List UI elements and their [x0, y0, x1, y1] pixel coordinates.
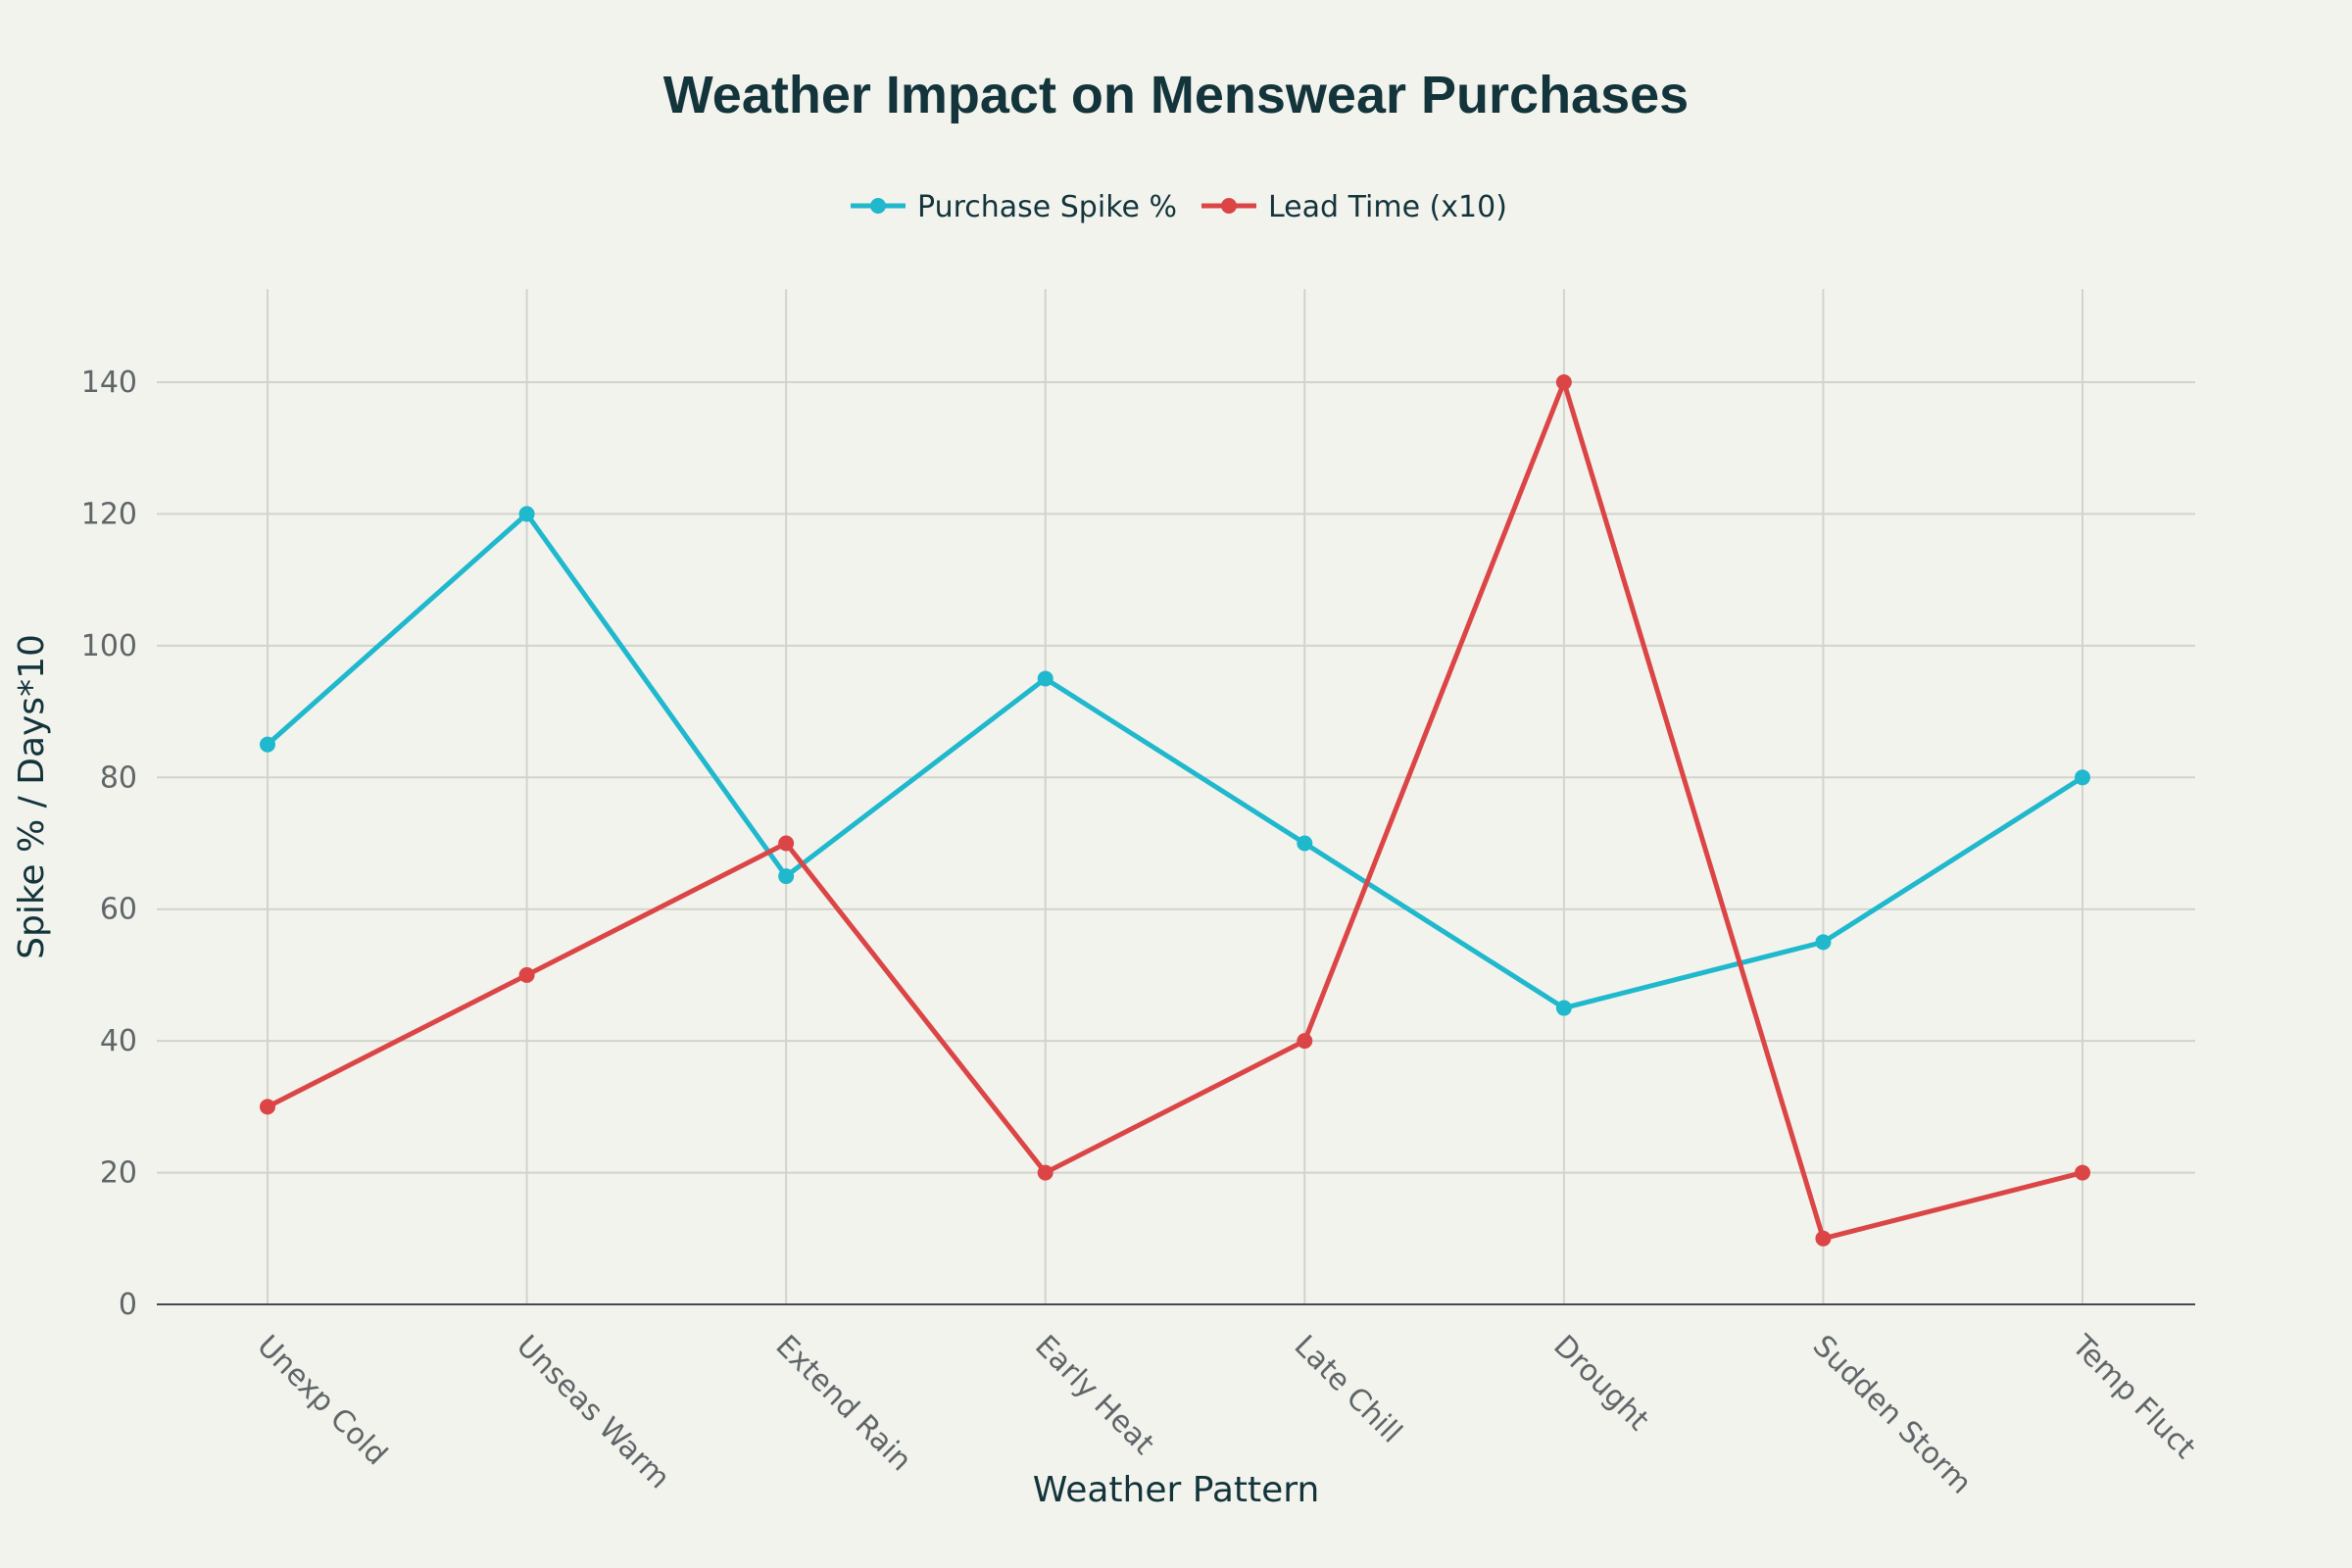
axes: 0 20 40 60 80 100 120 140 Unexp Cold Unseas Warm E… — [81, 366, 2202, 1501]
data-point — [2075, 1164, 2090, 1181]
x-tick-label: Unexp Cold — [250, 1329, 393, 1472]
y-tick-label: 140 — [81, 366, 137, 400]
data-point — [2075, 769, 2090, 786]
x-tick-label: Extend Rain — [768, 1329, 917, 1478]
data-point — [1555, 1000, 1572, 1016]
series-line-2 — [265, 379, 2085, 1242]
data-point — [518, 966, 535, 983]
data-point — [1037, 1164, 1054, 1181]
y-tick-label: 40 — [100, 1024, 137, 1058]
x-tick-label: Sudden Storm — [1806, 1329, 1979, 1501]
x-tick-label: Temp Fluct — [2065, 1328, 2202, 1465]
chart-title: Weather Impact on Menswear Purchases — [663, 66, 1689, 124]
data-point — [260, 736, 275, 753]
data-point — [260, 1099, 275, 1115]
data-point — [1815, 1230, 1832, 1247]
y-tick-label: 100 — [81, 629, 137, 663]
y-tick-label: 60 — [100, 893, 137, 927]
x-tick-label: Unseas Warm — [510, 1329, 676, 1495]
x-tick-label: Early Heat — [1028, 1329, 1161, 1462]
data-point — [1555, 374, 1572, 390]
data-point — [1297, 1033, 1313, 1050]
y-tick-label: 0 — [119, 1288, 137, 1322]
y-tick-label: 80 — [100, 760, 137, 795]
series-line-1 — [265, 511, 2085, 1011]
data-point — [778, 868, 795, 885]
legend-label: Lead Time (x10) — [1268, 190, 1507, 224]
legend-label: Purchase Spike % — [917, 190, 1177, 224]
y-tick-label: 20 — [100, 1156, 137, 1191]
x-tick-label: Late Chill — [1288, 1329, 1409, 1450]
series-layer — [260, 374, 2090, 1247]
legend-marker — [1221, 198, 1237, 214]
x-axis-title: Weather Pattern — [1033, 1470, 1320, 1510]
y-tick-label: 120 — [81, 497, 137, 531]
x-tick-label: Drought — [1546, 1329, 1655, 1438]
data-point — [778, 835, 795, 852]
legend: Purchase Spike % Lead Time (x10) — [851, 190, 1507, 224]
data-point — [1297, 835, 1313, 852]
legend-marker — [870, 198, 886, 214]
data-point — [1037, 670, 1054, 687]
grid — [157, 289, 2195, 1304]
data-point — [518, 506, 535, 522]
data-point — [1815, 934, 1832, 951]
y-axis-title: Spike % / Days*10 — [12, 634, 52, 959]
